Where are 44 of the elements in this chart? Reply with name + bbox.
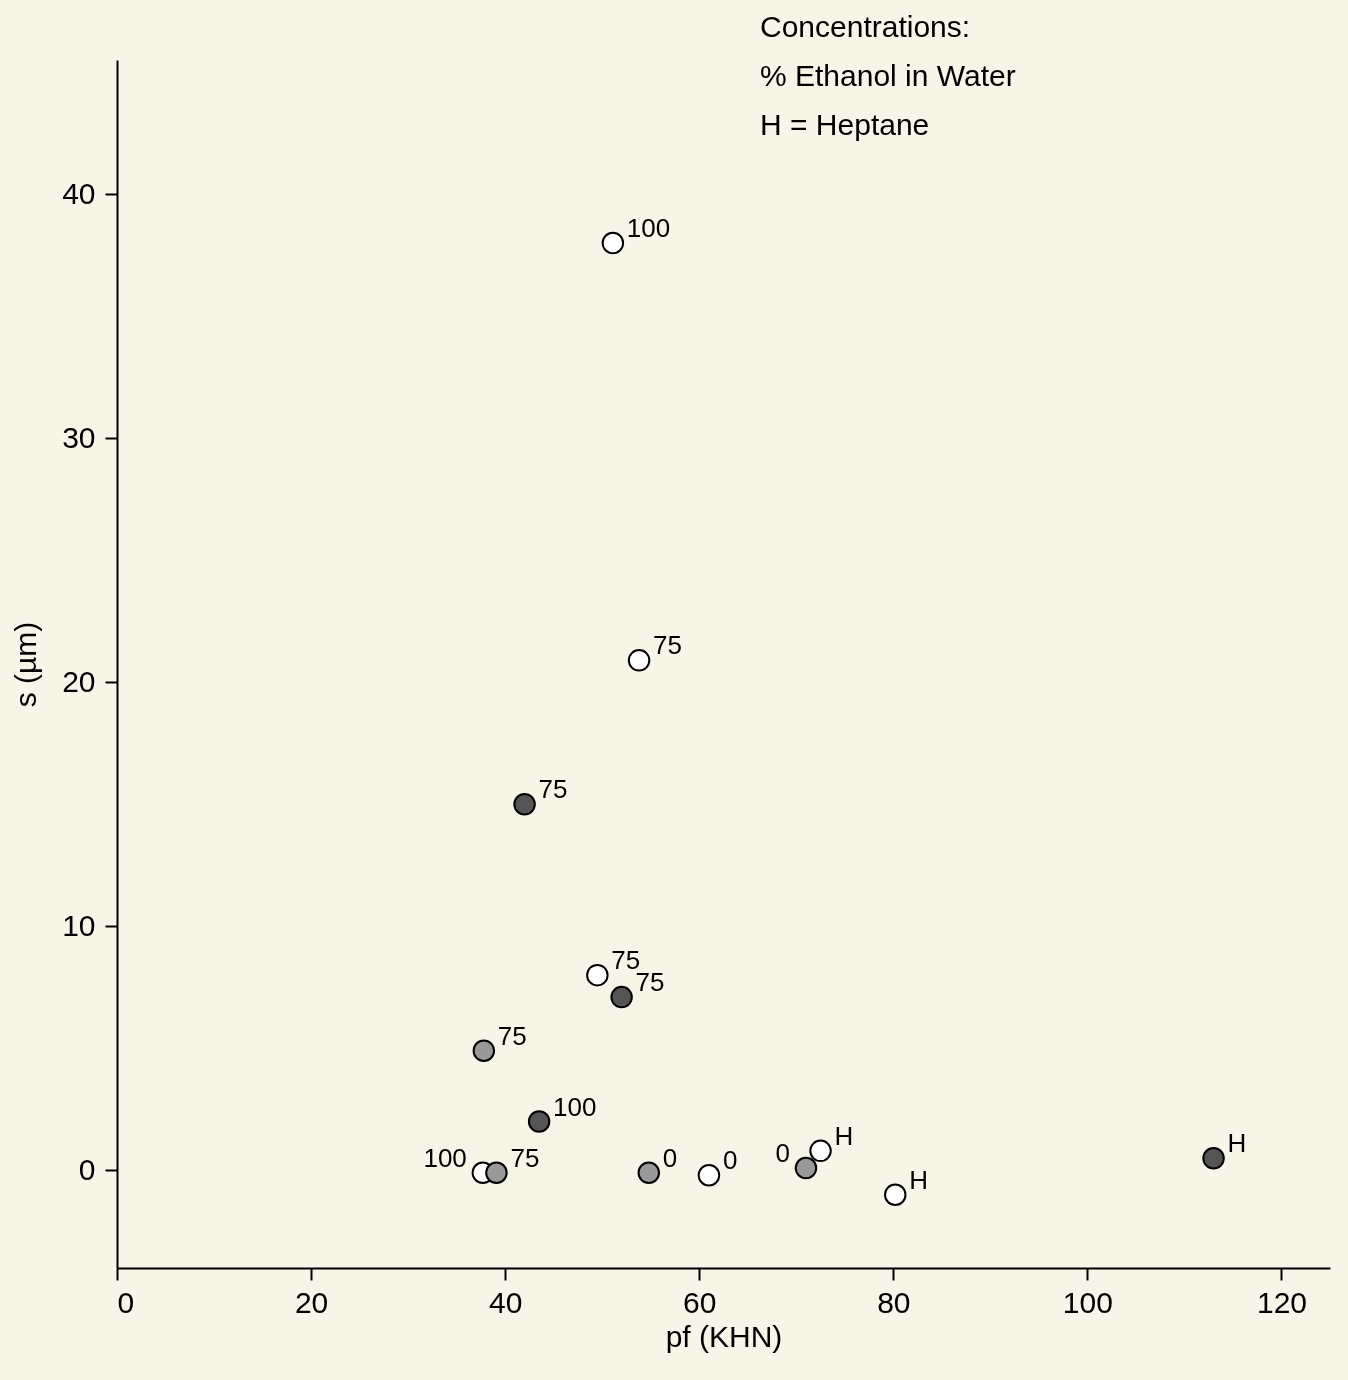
x-tick-label: 120 xyxy=(1256,1285,1308,1319)
y-axis-title: s (µm) xyxy=(9,621,43,708)
x-tick-label: 0 xyxy=(117,1285,135,1319)
annotation: H = Heptane xyxy=(760,108,930,141)
y-tick-label: 20 xyxy=(62,664,96,698)
annotation: H xyxy=(1227,1128,1247,1159)
point xyxy=(627,649,651,672)
point xyxy=(884,1183,907,1207)
x-axis-title: pf (KHN) xyxy=(665,1319,783,1353)
point xyxy=(794,1156,818,1180)
x-tick-label: 20 xyxy=(294,1285,329,1319)
y-tick-label: 40 xyxy=(62,176,96,210)
point xyxy=(697,1164,721,1187)
annotation: 0 xyxy=(775,1137,790,1168)
annotation: 75 xyxy=(510,1142,540,1173)
point xyxy=(513,793,536,816)
point xyxy=(586,963,609,987)
y-tick-label: 0 xyxy=(78,1152,96,1186)
point xyxy=(1202,1146,1225,1170)
annotation: 0 xyxy=(722,1145,738,1176)
annotation: 100 xyxy=(553,1091,597,1122)
point xyxy=(601,231,625,255)
annotation: 100 xyxy=(423,1142,467,1173)
annotation: 75 xyxy=(653,630,682,661)
y-tick-label: 10 xyxy=(62,908,96,942)
y-tick-label: 30 xyxy=(62,420,96,454)
annotation: 75 xyxy=(538,774,568,805)
point xyxy=(485,1161,508,1185)
x-tick-label: 40 xyxy=(488,1285,523,1319)
point xyxy=(472,1039,496,1063)
annotation: 75 xyxy=(497,1020,527,1051)
point xyxy=(527,1110,551,1133)
x-tick-label: 60 xyxy=(683,1285,717,1319)
text: Concentrations: xyxy=(760,10,971,43)
annotation: 100 xyxy=(626,213,671,244)
point xyxy=(809,1139,832,1163)
x-tick-label: 100 xyxy=(1062,1285,1113,1319)
annotation: H xyxy=(909,1164,929,1195)
annotation: % Ethanol in Water xyxy=(760,59,1016,92)
annotation: 0 xyxy=(662,1142,678,1173)
point xyxy=(637,1161,661,1185)
annotation: H xyxy=(834,1120,854,1151)
x-tick-label: 80 xyxy=(877,1285,911,1319)
point xyxy=(610,985,633,1009)
